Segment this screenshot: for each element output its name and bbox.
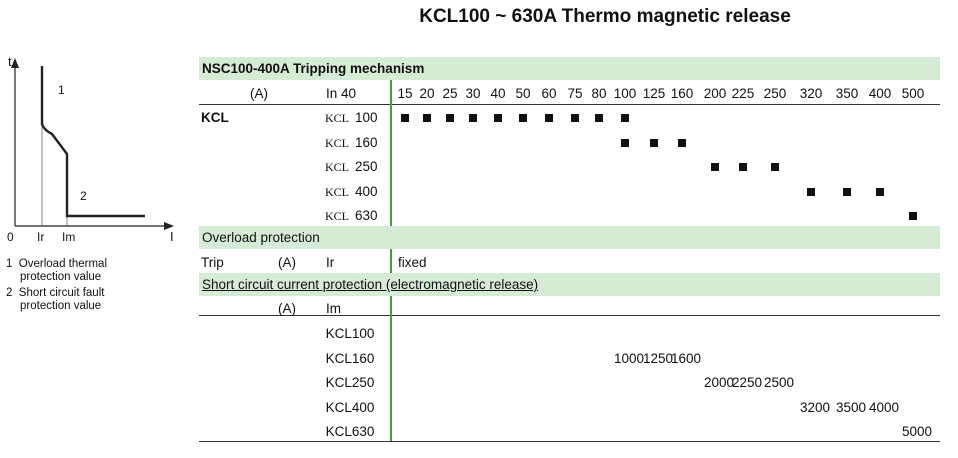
im-label: Im	[326, 301, 341, 316]
availability-mark	[739, 163, 747, 171]
section-tripping-title: NSC100-400A Tripping mechanism	[202, 61, 425, 76]
im-value-2000: 2000	[703, 375, 735, 390]
im-model-KCL250: KCL250	[325, 375, 375, 390]
curve-2-label: 2	[80, 189, 87, 203]
trip-unit: (A)	[278, 255, 296, 270]
ir-value: fixed	[398, 255, 427, 270]
availability-mark	[807, 187, 815, 196]
column-header-75: 75	[567, 86, 583, 101]
column-header-25: 25	[442, 86, 458, 101]
column-header-125: 125	[642, 86, 666, 101]
availability-mark	[446, 114, 454, 122]
frame-size-400: 400	[355, 183, 378, 199]
origin-label: 0	[7, 230, 14, 244]
im-value-2500: 2500	[763, 375, 795, 390]
y-axis-arrow-icon	[11, 58, 19, 68]
column-header-30: 30	[465, 86, 481, 101]
column-header-400: 400	[868, 86, 892, 101]
x-axis-arrow-icon	[164, 222, 174, 230]
frame-prefix-400: KCL	[325, 184, 349, 199]
im-value-1000: 1000	[613, 350, 645, 366]
im-value-1600: 1600	[670, 350, 702, 366]
frame-size-100: 100	[355, 110, 378, 125]
section-overload-band	[199, 226, 940, 249]
availability-mark	[711, 163, 719, 171]
availability-mark	[423, 114, 431, 122]
availability-mark	[650, 138, 658, 147]
column-header-60: 60	[541, 86, 557, 101]
availability-mark	[469, 114, 477, 122]
im-model-KCL400: KCL400	[325, 399, 375, 415]
legend-2: 2 Short circuit fault protection value	[6, 287, 105, 312]
availability-mark	[771, 163, 779, 171]
in-label: In 40	[326, 86, 357, 101]
column-header-100: 100	[613, 86, 637, 101]
availability-mark	[621, 138, 629, 147]
im-value-3500: 3500	[835, 399, 867, 415]
section-short-circuit-band	[199, 273, 940, 296]
frame-prefix-250: KCL	[325, 160, 349, 174]
availability-mark	[545, 114, 553, 122]
column-header-250: 250	[763, 86, 787, 101]
availability-mark	[519, 114, 527, 122]
section-overload-title: Overload protection	[202, 230, 320, 245]
column-header-500: 500	[901, 86, 925, 101]
im-header-divider	[199, 315, 940, 316]
im-axis-label: Im	[62, 230, 76, 244]
section-short-circuit-title: Short circuit current protection (electr…	[202, 277, 539, 292]
availability-mark	[494, 114, 502, 122]
table-bottom-line	[199, 441, 940, 442]
availability-mark	[595, 114, 603, 122]
page-title: KCL100 ~ 630A Thermo magnetic release	[419, 6, 791, 27]
trip-label: Trip	[201, 255, 224, 270]
im-model-KCL160: KCL160	[325, 350, 375, 366]
ir-label: Ir	[326, 255, 335, 270]
column-header-225: 225	[731, 86, 755, 101]
column-header-200: 200	[703, 86, 727, 101]
availability-mark	[678, 138, 686, 147]
green-divider-bottom	[390, 296, 392, 441]
trip-curve	[40, 66, 145, 218]
frame-prefix-100: KCL	[325, 111, 349, 125]
frame-size-630: 630	[355, 208, 378, 223]
column-header-160: 160	[670, 86, 694, 101]
im-value-1250: 1250	[642, 350, 674, 366]
frame-size-160: 160	[355, 134, 378, 150]
frame-prefix-630: KCL	[325, 209, 349, 223]
im-value-2250: 2250	[731, 375, 763, 390]
availability-mark	[843, 187, 851, 196]
im-value-5000: 5000	[901, 424, 933, 439]
availability-mark	[876, 187, 884, 196]
frame-size-250: 250	[355, 159, 378, 174]
im-unit: (A)	[278, 301, 296, 316]
section-tripping-band	[199, 57, 940, 80]
im-value-3200: 3200	[799, 399, 831, 415]
column-header-80: 80	[591, 86, 607, 101]
unit-a-label: (A)	[250, 86, 268, 101]
ir-axis-label: Ir	[37, 230, 45, 244]
green-divider-mid	[390, 249, 392, 273]
brand-label: KCL	[201, 110, 229, 125]
column-header-50: 50	[515, 86, 531, 101]
curve-1-label: 1	[58, 83, 65, 97]
availability-mark	[621, 114, 629, 122]
legend-1: 1 Overload thermal protection value	[6, 258, 108, 283]
x-axis-label: I	[170, 229, 174, 244]
green-divider-top	[390, 80, 392, 226]
y-axis-label: t	[8, 54, 12, 69]
time-current-diagram	[11, 58, 174, 230]
availability-mark	[909, 212, 917, 220]
availability-mark	[401, 114, 409, 122]
im-model-KCL100: KCL100	[325, 326, 375, 341]
im-model-KCL630: KCL630	[325, 424, 375, 439]
column-header-20: 20	[419, 86, 435, 101]
header-divider	[199, 104, 940, 105]
availability-mark	[571, 114, 579, 122]
column-header-320: 320	[799, 86, 823, 101]
column-header-350: 350	[835, 86, 859, 101]
column-header-15: 15	[397, 86, 413, 101]
im-value-4000: 4000	[868, 399, 900, 415]
column-header-40: 40	[490, 86, 506, 101]
frame-prefix-160: KCL	[325, 135, 349, 150]
